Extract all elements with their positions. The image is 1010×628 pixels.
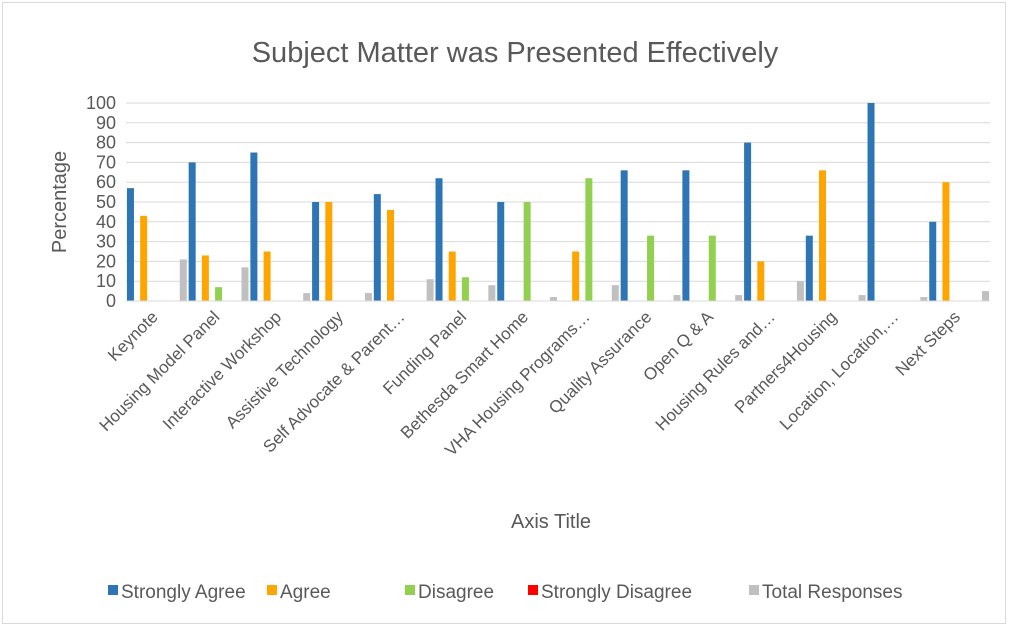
bar	[796, 281, 804, 301]
legend-swatch	[108, 585, 118, 595]
y-tick-label: 80	[96, 133, 116, 153]
bar	[497, 202, 505, 301]
bar	[920, 297, 928, 301]
bar	[373, 194, 381, 301]
bar	[435, 178, 443, 301]
bar	[303, 293, 311, 301]
bar	[179, 259, 187, 301]
bar	[673, 295, 681, 301]
y-tick-label: 0	[106, 291, 116, 311]
bar	[364, 293, 372, 301]
legend-swatch	[528, 585, 538, 595]
bar	[585, 178, 593, 301]
bar	[744, 142, 752, 301]
bar	[523, 202, 531, 301]
y-tick-label: 20	[96, 251, 116, 271]
bar	[448, 251, 456, 301]
bar	[942, 182, 950, 301]
bar	[735, 295, 743, 301]
bar	[488, 285, 496, 301]
legend-label: Total Responses	[762, 582, 902, 603]
bar	[929, 221, 937, 301]
x-tick-label: Partners4Housing	[731, 307, 841, 417]
legend-swatch	[267, 585, 277, 595]
bar	[572, 251, 580, 301]
bar	[620, 170, 628, 301]
bar	[140, 215, 148, 301]
x-tick-label: Keynote	[104, 307, 162, 365]
bar	[126, 188, 134, 301]
bar	[215, 287, 223, 301]
y-tick-label: 50	[96, 192, 116, 212]
x-tick-label: Quality Assurance	[545, 307, 655, 417]
bar	[387, 209, 395, 301]
bar	[550, 297, 558, 301]
y-tick-label: 30	[96, 232, 116, 252]
bar	[611, 285, 619, 301]
y-tick-label: 100	[86, 93, 116, 113]
bar	[241, 267, 249, 301]
chart-title: Subject Matter was Presented Effectively	[252, 37, 779, 69]
x-tick-label: Interactive Workshop	[159, 307, 285, 433]
bar	[982, 291, 990, 301]
y-tick-label: 40	[96, 212, 116, 232]
bar	[682, 170, 690, 301]
bar	[647, 235, 655, 301]
x-tick-label: Housing Rules and…	[652, 307, 779, 434]
bars	[126, 103, 990, 301]
y-tick-label: 90	[96, 113, 116, 133]
bar	[250, 152, 258, 301]
bar	[461, 277, 469, 301]
legend-label: Strongly Disagree	[541, 582, 692, 603]
bar	[201, 255, 209, 301]
bar	[757, 261, 765, 301]
y-axis-title: Percentage	[49, 151, 71, 253]
bar	[312, 202, 320, 301]
legend-label: Agree	[280, 582, 331, 603]
y-tick-label: 60	[96, 172, 116, 192]
legend-label: Strongly Agree	[121, 582, 246, 603]
bar	[325, 202, 333, 301]
legend-label: Disagree	[418, 582, 494, 603]
legend-swatch	[749, 585, 759, 595]
bar	[188, 162, 196, 301]
bar	[426, 279, 434, 301]
legend-swatch	[405, 585, 415, 595]
bar	[263, 251, 271, 301]
y-tick-label: 70	[96, 152, 116, 172]
bar	[819, 170, 827, 301]
x-tick-label: Assistive Technology	[222, 307, 347, 432]
x-axis-title: Axis Title	[511, 511, 591, 533]
x-tick-label: Next Steps	[892, 307, 964, 379]
bar	[805, 235, 813, 301]
x-tick-label: Housing Model Panel	[96, 307, 224, 435]
bar	[708, 235, 716, 301]
bar	[867, 103, 875, 301]
bar	[858, 295, 866, 301]
x-tick-label: Location, Location,…	[776, 307, 902, 433]
y-tick-label: 10	[96, 271, 116, 291]
legend: Strongly Agree Agree Disagree Strongly Disa…	[108, 582, 902, 603]
